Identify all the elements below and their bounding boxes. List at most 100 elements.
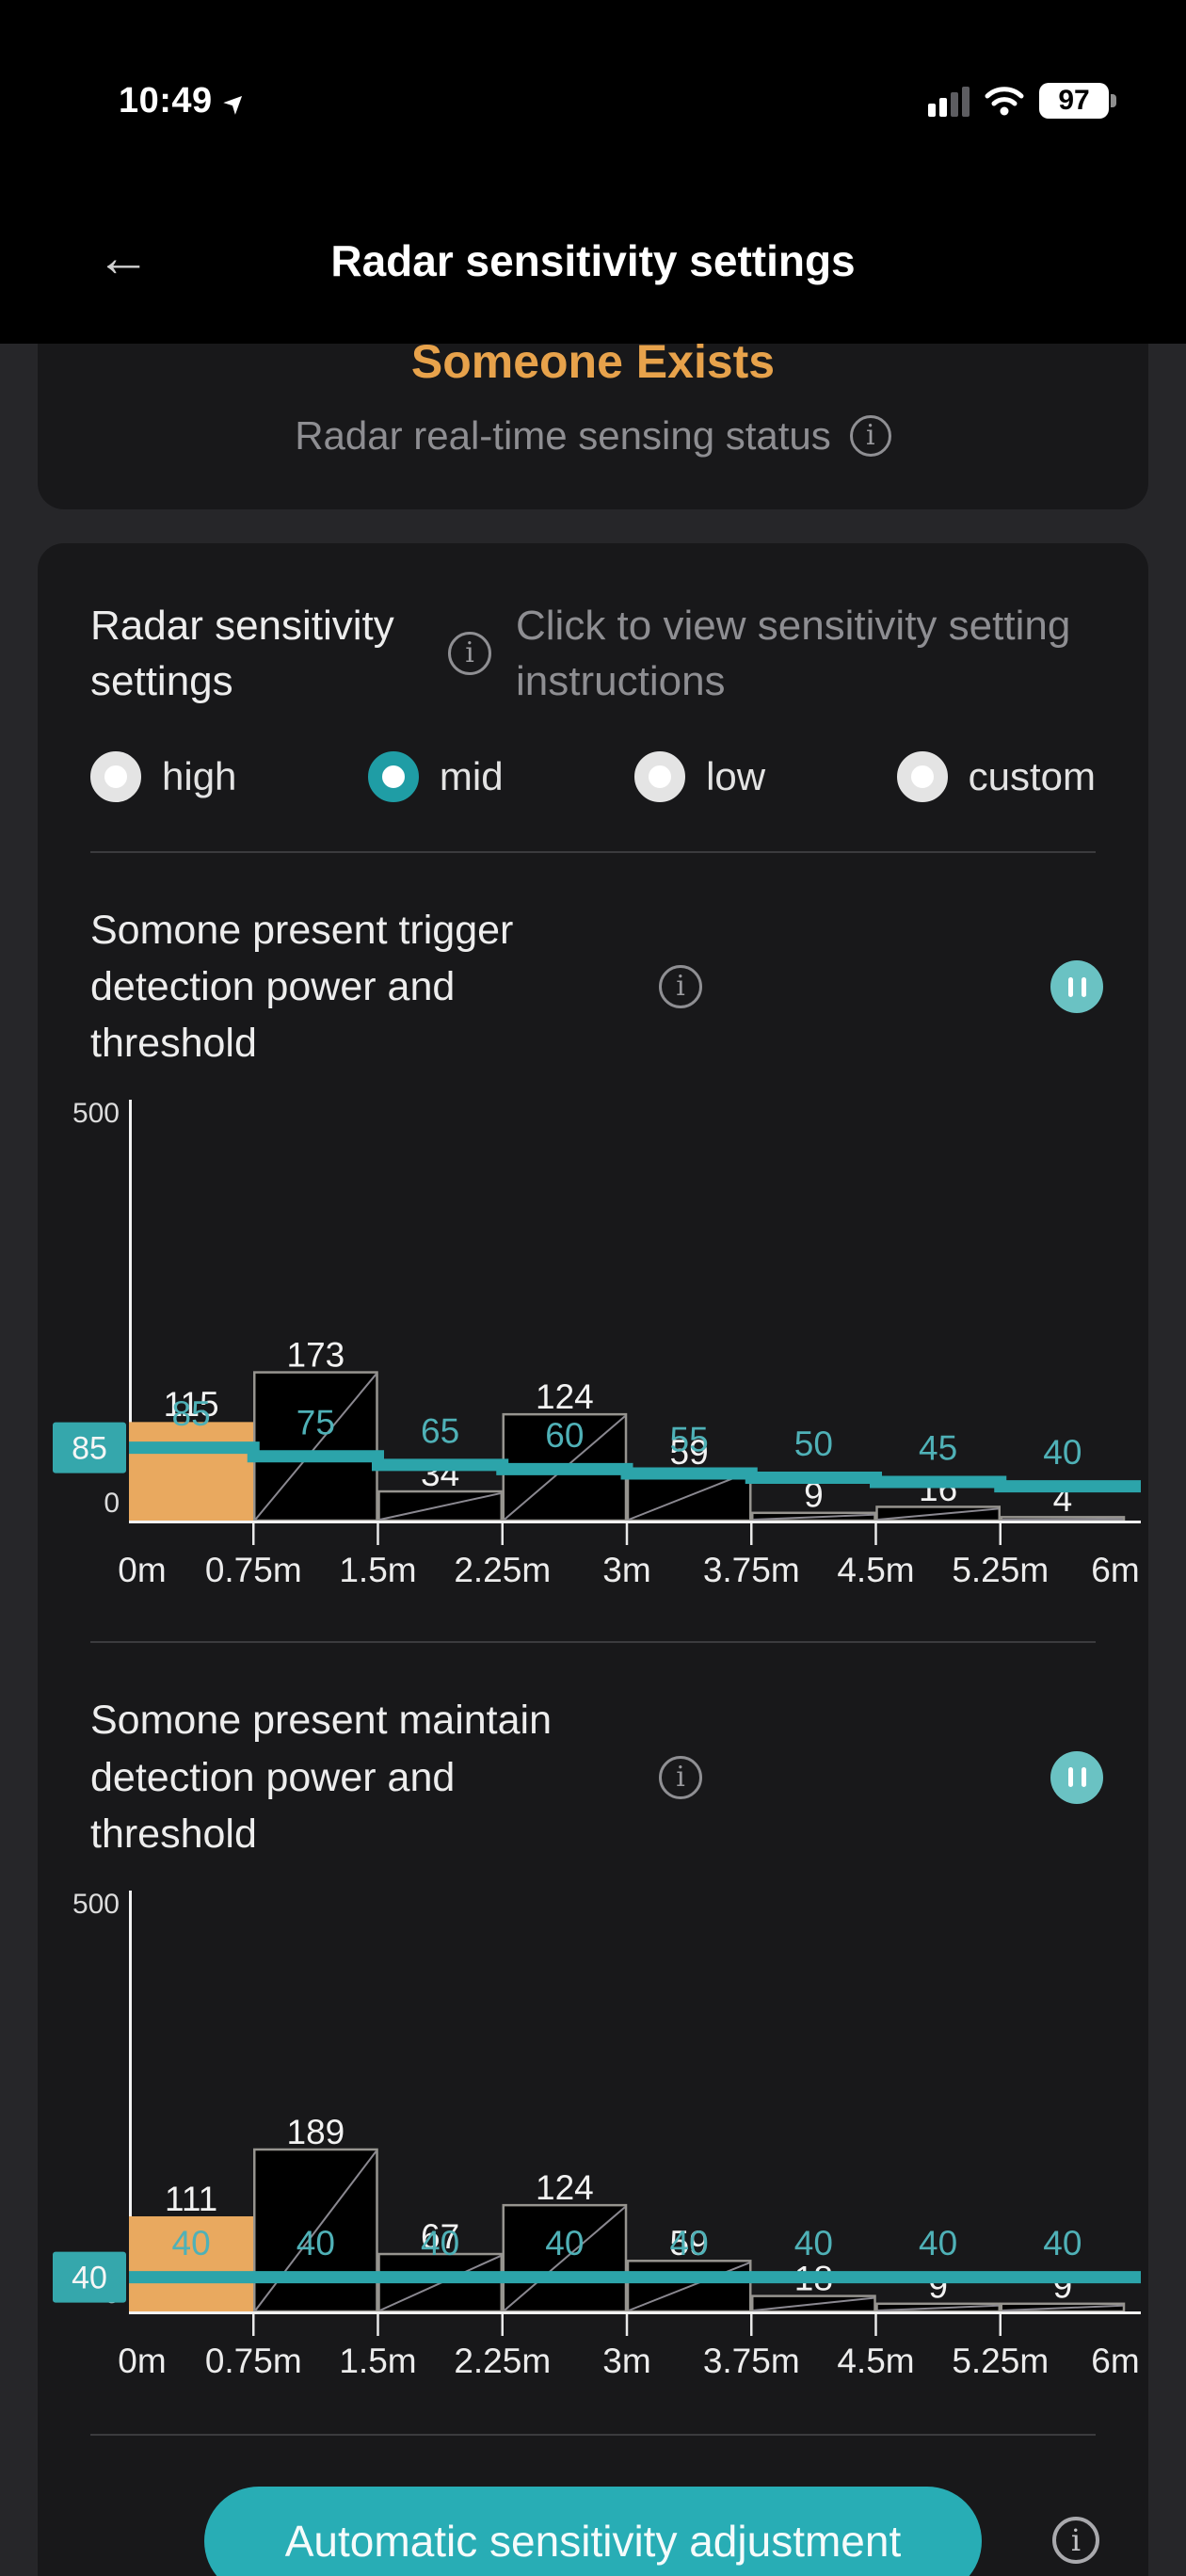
bar-value-label: 16 [919,1471,957,1509]
radio-option-low[interactable]: low [634,750,765,802]
threshold-axis-badge [53,1422,126,1473]
trigger-section-title: Somone present trigger detection power a… [90,907,514,1067]
page-title: Radar sensitivity settings [330,236,856,285]
threshold-value-label: 75 [296,1404,335,1442]
radio-option-custom[interactable]: custom [896,750,1096,802]
threshold-value-label: 40 [919,2224,957,2262]
threshold-value-label: 45 [919,1429,957,1468]
x-tick-label: 3.75m [703,2342,800,2380]
threshold-value-label: 40 [172,2224,211,2262]
bar-highlighted [129,2215,254,2311]
threshold-line[interactable] [129,1441,1141,1493]
bar-value-label: 124 [536,2168,594,2207]
clock: 10:49 [119,81,213,121]
x-tick-label: 4.5m [837,1551,914,1589]
presence-status-text: Someone Exists [410,344,776,388]
status-info-icon[interactable]: i [849,415,891,457]
threshold-value-label: 40 [794,2224,833,2262]
bar-diagonal-pattern [628,2262,750,2311]
card-gap [0,509,1186,543]
divider [90,2433,1096,2436]
nav-bar: ← Radar sensitivity settings [0,226,1186,311]
maintain-pause-button[interactable] [1050,1750,1103,1804]
threshold-value-label: 40 [1043,1433,1082,1472]
bar-diagonal-pattern [877,1507,999,1521]
threshold-value-label: 65 [421,1412,459,1451]
x-tick-label: 1.5m [339,1551,416,1589]
settings-info-icon[interactable]: i [448,632,491,676]
bar-value-label: 59 [670,2224,709,2262]
radio-icon [634,750,686,802]
x-tick-label: 2.25m [454,1551,551,1589]
location-arrow-icon: ➤ [216,84,253,121]
y-tick-max: 500 [72,1889,120,1920]
back-button[interactable]: ← [96,227,151,288]
x-tick-label: 0m [118,2342,166,2380]
radio-label: high [162,753,237,798]
bar-value-label: 111 [165,2180,217,2218]
bar-diagonal-pattern [1002,1518,1124,1521]
threshold-axis-badge [53,2251,126,2303]
maintain-info-icon[interactable]: i [659,1755,702,1799]
settings-title: Radar sensitivity settings [90,603,394,705]
x-tick-label: 0m [118,1551,166,1589]
bar-value-label: 59 [670,1433,709,1472]
threshold-value-label: 40 [1043,2224,1082,2262]
x-tick-label: 4.5m [837,2342,914,2380]
x-tick-label: 5.25m [952,1551,1049,1589]
threshold-axis-badge-value: 40 [72,2261,107,2296]
x-tick-label: 0.75m [205,1551,302,1589]
maintain-threshold-chart[interactable]: 5000401111896712459189940404040404040400… [38,1883,1148,2396]
bar-value-label: 67 [421,2217,459,2256]
status-bar: 10:49 ➤ 97 [0,81,1186,134]
bar-diagonal-pattern [254,1374,377,1521]
radio-option-high[interactable]: high [90,750,237,802]
status-subtitle: Radar real-time sensing status [295,413,831,458]
y-tick-zero: 0 [104,1488,120,1519]
battery-icon: 97 [1039,83,1116,119]
x-tick-label: 0.75m [205,2342,302,2380]
radio-icon [896,750,948,802]
bar-value-label: 9 [804,1476,824,1515]
x-tick-label: 2.25m [454,2342,551,2380]
threshold-value-label: 85 [172,1395,211,1434]
bar-diagonal-pattern [753,1514,874,1521]
threshold-axis-badge-value: 85 [72,1431,107,1467]
threshold-value-label: 50 [794,1425,833,1463]
realtime-status-card: Someone Exists Radar real-time sensing s… [38,344,1148,509]
auto-sensitivity-button[interactable]: Automatic sensitivity adjustment [204,2486,982,2576]
sensitivity-options: high mid low custom [38,750,1148,802]
x-tick-label: 5.25m [952,2342,1049,2380]
x-tick-label: 1.5m [339,2342,416,2380]
radio-label: mid [439,753,504,798]
bar-value-label: 124 [536,1377,594,1416]
x-tick-label: 6m [1091,1551,1139,1589]
wifi-icon [985,86,1024,116]
bar-diagonal-pattern [379,1492,501,1521]
maintain-section-title: Somone present maintain detection power … [90,1698,553,1857]
threshold-value-label: 40 [421,2224,459,2262]
trigger-info-icon[interactable]: i [659,965,702,1009]
auto-sensitivity-info-icon[interactable]: i [1052,2516,1099,2564]
threshold-value-label: 40 [296,2224,335,2262]
content-scroll[interactable]: Someone Exists Radar real-time sensing s… [0,344,1186,2576]
y-tick-max: 500 [72,1098,120,1129]
bar-highlighted [129,1422,254,1521]
bar-diagonal-pattern [877,2304,999,2311]
bar-value-label: 115 [164,1385,219,1424]
x-tick-label: 3m [602,2342,650,2380]
threshold-value-label: 40 [670,2224,709,2262]
threshold-value-label: 40 [545,2224,584,2262]
threshold-value-label: 60 [545,1416,584,1455]
radio-icon [367,750,419,802]
threshold-value-label: 55 [670,1421,709,1459]
bar-value-label: 189 [287,2113,345,2151]
radio-option-mid[interactable]: mid [367,750,504,802]
settings-hint-link[interactable]: Click to view sensitivity setting instru… [516,603,1071,705]
trigger-pause-button[interactable] [1050,960,1103,1014]
radio-icon [90,750,141,802]
radio-label: custom [968,753,1096,798]
cellular-signal-icon [928,85,970,117]
bar-diagonal-pattern [504,2206,626,2311]
